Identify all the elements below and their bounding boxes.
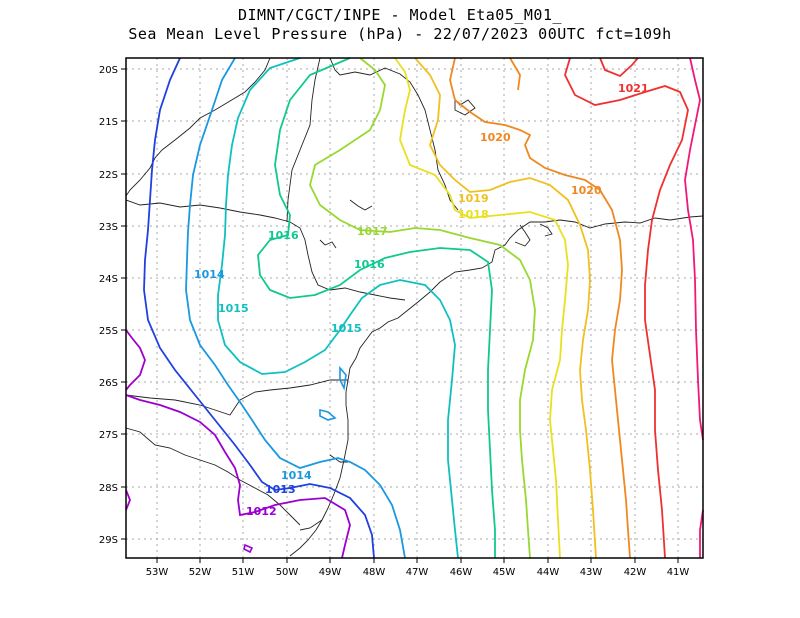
tick-marks	[121, 68, 679, 563]
lon-label: 44W	[537, 567, 560, 578]
contour-label: 1018	[458, 208, 489, 221]
isobar-1021-top	[599, 57, 639, 78]
isobar-1014	[185, 57, 406, 559]
isobar-1011	[125, 329, 146, 391]
isobar-1011-b	[125, 489, 131, 511]
isobar-1019	[414, 57, 597, 559]
contour-label: 1012	[246, 505, 277, 518]
lat-label: 28S	[99, 483, 118, 494]
map-title-line-2: Sea Mean Level Pressure (hPa) - 22/07/20…	[128, 25, 672, 43]
map-frame	[125, 57, 704, 559]
isobar-1015	[217, 57, 459, 559]
contour-label: 1019	[458, 192, 489, 205]
isobar-1016	[257, 57, 496, 558]
lon-label: 48W	[363, 567, 386, 578]
isobar-1020	[449, 57, 631, 559]
isobar-1017	[309, 57, 536, 559]
contour-label: 1020	[480, 131, 511, 144]
contour-label: 1014	[194, 268, 225, 281]
lat-label: 23S	[99, 222, 118, 233]
isobar-1012	[125, 394, 351, 559]
contour-label: 1015	[218, 302, 249, 315]
lat-labels: 20S 21S 22S 23S 24S 25S 26S 27S 28S 29S	[99, 65, 118, 546]
lat-label: 24S	[99, 274, 118, 285]
lon-label: 46W	[450, 567, 473, 578]
lat-label: 27S	[99, 430, 118, 441]
contour-label: 1021	[618, 82, 649, 95]
lon-label: 52W	[189, 567, 212, 578]
isobar-1021	[564, 57, 689, 559]
lat-label: 25S	[99, 326, 118, 337]
contour-label: 1014	[281, 469, 312, 482]
isobar-1020-top	[509, 57, 521, 91]
isobar-1022	[684, 57, 704, 441]
isobar-1022-b	[699, 509, 704, 558]
lon-label: 45W	[493, 567, 516, 578]
lat-label: 26S	[99, 378, 118, 389]
coastline-and-borders	[125, 57, 704, 557]
lon-label: 51W	[232, 567, 255, 578]
lat-lon-grid	[126, 58, 703, 558]
lat-label: 20S	[99, 65, 118, 76]
lon-label: 43W	[580, 567, 603, 578]
contour-label: 1020	[571, 184, 602, 197]
contour-label: 1017	[357, 225, 388, 238]
contour-labels: 1012 1013 1014 1014 1015 1015 1016 1016 …	[194, 82, 649, 518]
map-title-line-1: DIMNT/CGCT/INPE - Model Eta05_M01_	[237, 6, 563, 24]
lon-label: 41W	[667, 567, 690, 578]
lon-label: 49W	[319, 567, 342, 578]
isobars	[125, 57, 704, 559]
contour-label: 1015	[331, 322, 362, 335]
lon-label: 47W	[406, 567, 429, 578]
contour-label: 1016	[354, 258, 385, 271]
isobar-1018	[394, 57, 569, 559]
lon-label: 53W	[146, 567, 169, 578]
contour-label: 1013	[265, 483, 296, 496]
lon-label: 50W	[276, 567, 299, 578]
lat-label: 22S	[99, 170, 118, 181]
lat-label: 29S	[99, 535, 118, 546]
lon-labels: 53W 52W 51W 50W 49W 48W 47W 46W 45W 44W …	[146, 567, 690, 578]
lon-label: 42W	[624, 567, 647, 578]
contour-label: 1016	[268, 229, 299, 242]
lat-label: 21S	[99, 117, 118, 128]
isobar-1013	[143, 57, 375, 559]
